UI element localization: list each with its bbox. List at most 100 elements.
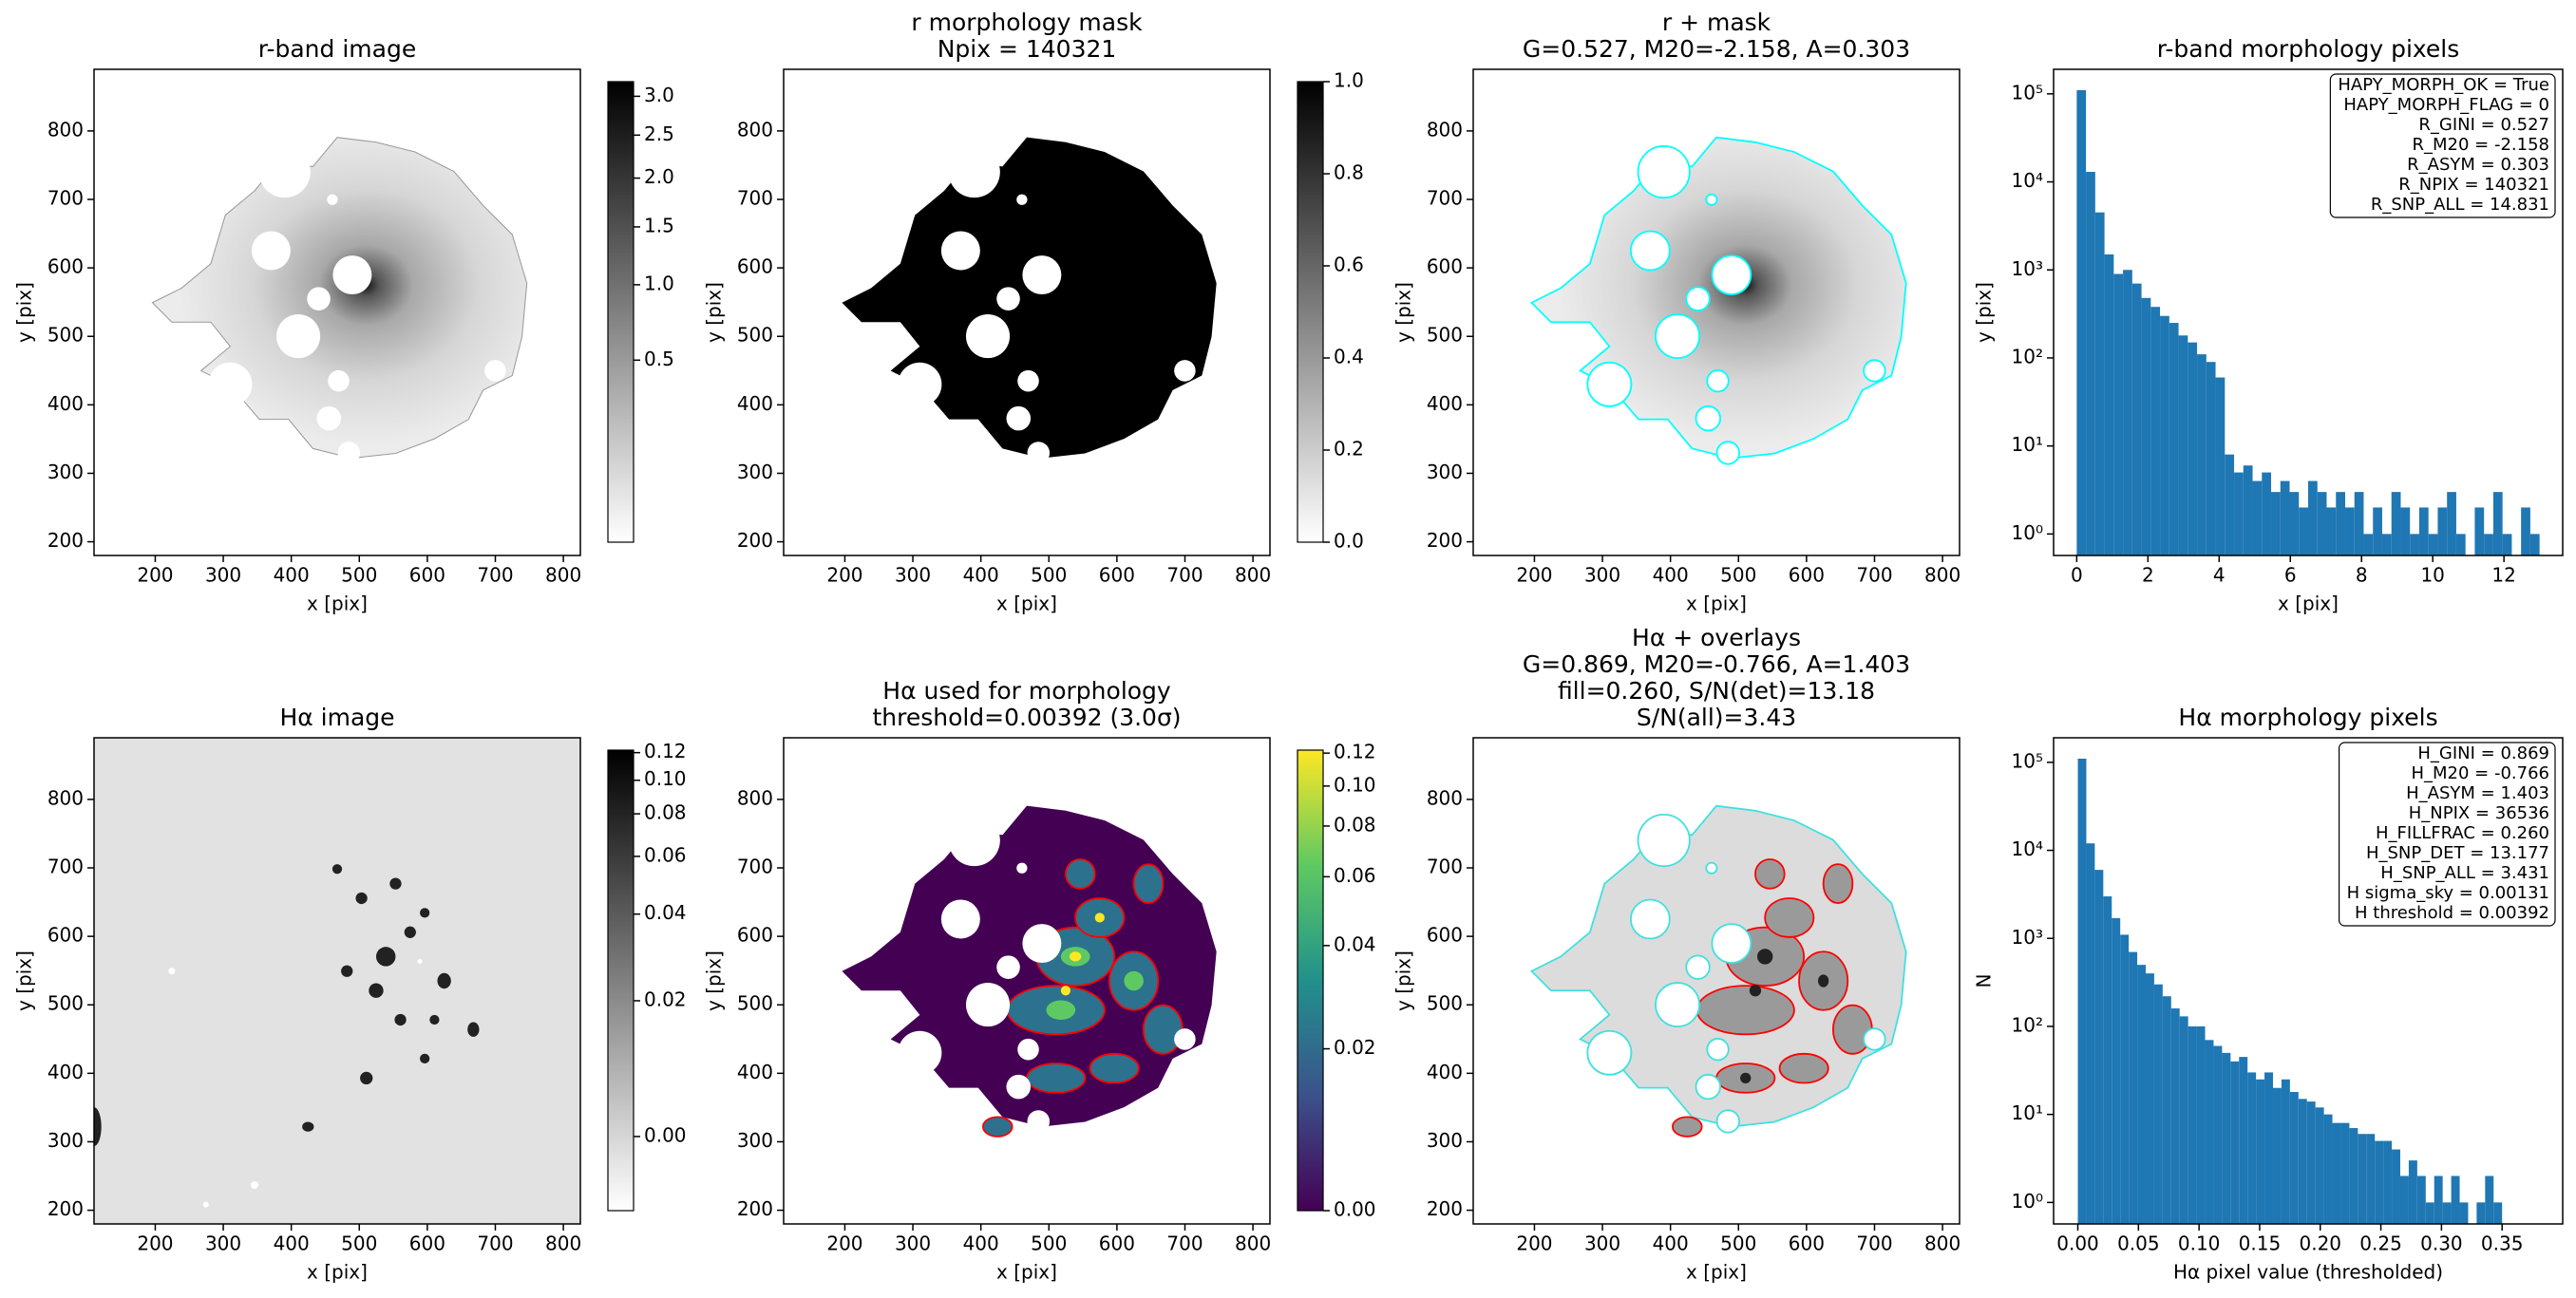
hist-bar [2451,1176,2460,1224]
annotation-line: R_ASYM = 0.303 [2407,155,2549,175]
hist-bar [2493,1202,2503,1224]
x-tick-label: 800 [1235,1232,1271,1255]
y-tick-label: 500 [737,324,773,347]
hist-bar [2113,273,2124,555]
hist-bar [2410,534,2419,555]
hist-bar [2178,335,2188,555]
x-tick-label: 0 [2071,564,2083,587]
y-tick-label: 10¹ [2012,433,2043,456]
y-axis-label: y [pix] [13,950,36,1011]
x-tick-label: 600 [1789,1232,1825,1255]
y-axis-label: N [1973,974,1996,988]
hist-bar [2391,492,2401,555]
y-tick-label: 500 [47,324,84,347]
colorbar-tick-label: 0.04 [644,901,687,924]
y-tick-label: 700 [737,187,773,210]
hist-bar [2280,480,2290,555]
y-tick-label: 600 [47,255,84,278]
hist-bar [2455,534,2466,555]
x-tick-label: 200 [137,1232,173,1255]
y-tick-label: 10² [2012,1013,2043,1036]
hist-bar [2366,1134,2376,1224]
hist-bar [2170,1008,2180,1224]
colorbar-tick-label: 0.5 [644,348,674,370]
y-tick-label: 200 [737,529,773,552]
y-tick-label: 300 [47,461,84,483]
x-tick-label: 4 [2213,564,2226,587]
x-tick-label: 0.00 [2056,1232,2099,1255]
hist-bar [2392,1149,2400,1224]
hist-bar [2272,1087,2282,1224]
hist-bar [2354,492,2364,555]
annotation-line: H_M20 = -0.766 [2411,763,2549,783]
x-axis-label: x [pix] [307,1261,368,1284]
x-tick-label: 700 [1166,564,1203,587]
hist-bar [2076,90,2087,555]
x-tick-label: 500 [1720,564,1756,587]
x-tick-label: 400 [1653,1232,1689,1255]
hist-bar [2112,917,2121,1224]
x-tick-label: 600 [1099,1232,1135,1255]
x-axis-label: x [pix] [996,593,1057,615]
x-axis-label: x [pix] [2278,593,2339,615]
x-tick-label: 500 [1720,1232,1756,1255]
annotation-line: R_NPIX = 140321 [2398,175,2549,195]
annotation-line: H threshold = 0.00392 [2355,903,2549,923]
hist-bar [2137,965,2146,1224]
x-tick-label: 200 [1516,1232,1552,1255]
x-tick-label: 500 [1031,1232,1067,1255]
hist-bar [2336,492,2345,555]
hist-bar [2103,896,2112,1224]
x-tick-label: 500 [341,564,377,587]
y-tick-label: 600 [737,924,773,947]
colorbar-tick-label: 0.00 [1334,1198,1376,1221]
hist-bar [2197,354,2207,555]
y-tick-label: 700 [1427,187,1463,210]
colorbar-tick-label: 2.0 [644,165,674,188]
hist-bar [2239,1057,2248,1224]
y-tick-label: 500 [737,992,773,1015]
panel-title: Hα morphology pixels [2178,704,2437,731]
x-tick-label: 400 [274,1232,310,1255]
hist-bar [2298,1099,2307,1224]
hist-bar [2289,492,2300,555]
y-tick-label: 10⁵ [2012,749,2043,772]
y-tick-label: 300 [1427,1129,1463,1152]
y-tick-label: 800 [1427,118,1463,141]
hist-bar [2344,507,2355,555]
axes-frame [2053,68,2564,556]
hist-bar [2281,1079,2290,1224]
y-tick-label: 300 [737,1129,773,1152]
y-tick-label: 400 [1427,1061,1463,1083]
y-tick-label: 300 [1427,461,1463,483]
y-tick-label: 10³ [2012,257,2043,280]
hist-bar [2308,480,2318,555]
x-tick-label: 6 [2284,564,2297,587]
x-tick-label: 0.10 [2178,1232,2221,1255]
image [842,138,1216,464]
x-tick-label: 0.30 [2420,1232,2463,1255]
hist-bar [2447,492,2456,555]
x-tick-label: 300 [895,1232,931,1255]
y-tick-label: 700 [1427,856,1463,878]
y-tick-label: 10⁴ [2012,837,2043,860]
axes-frame [783,737,1271,1225]
y-axis-label: y [pix] [1973,282,1996,343]
hist-bar [2120,934,2130,1224]
hist-bar [2484,534,2493,555]
annotation-line: H_SNP_DET = 13.177 [2366,843,2549,863]
colorbar-tick-label: 1.0 [1334,69,1364,92]
hist-bar [2381,534,2392,555]
colorbar-tick-label: 0.02 [644,988,687,1010]
y-tick-label: 600 [1427,255,1463,278]
y-tick-label: 10¹ [2012,1101,2043,1124]
y-tick-label: 500 [1427,324,1463,347]
hist-bar [2375,1140,2384,1224]
hist-bar [2437,507,2448,555]
panel-title: threshold=0.00392 (3.0σ) [872,704,1181,731]
hist-bar [2086,171,2095,555]
y-tick-label: 700 [47,856,84,878]
hist-bar [2243,465,2253,555]
image [94,738,580,1224]
y-axis-label: y [pix] [1392,282,1415,343]
